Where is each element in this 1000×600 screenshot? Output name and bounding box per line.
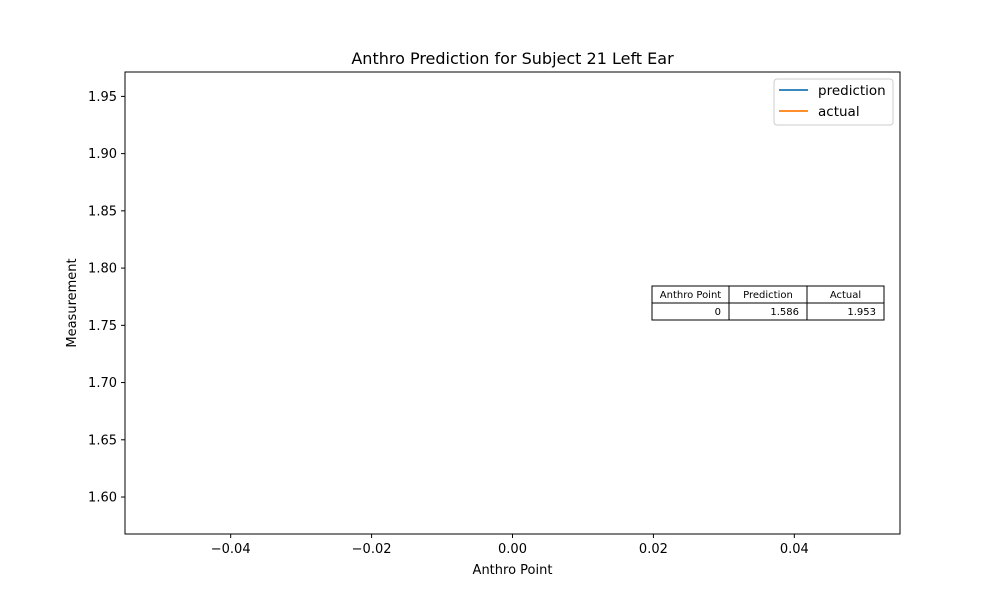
x-tick-label: 0.02 [639, 542, 668, 557]
chart-title: Anthro Prediction for Subject 21 Left Ea… [351, 49, 674, 68]
y-tick-label: 1.75 [88, 319, 117, 334]
table-header-cell: Prediction [743, 290, 793, 301]
x-axis-label: Anthro Point [473, 563, 553, 578]
x-tick-label: 0.00 [498, 542, 527, 557]
table-value-cell: 1.586 [770, 307, 799, 318]
y-tick-label: 1.85 [88, 204, 117, 219]
y-tick-label: 1.70 [88, 376, 117, 391]
table-value-cell: 0 [715, 307, 721, 318]
y-axis: 1.60 1.65 1.70 1.75 1.80 1.85 1.90 1.95 [88, 90, 125, 506]
table-cell [806, 302, 885, 321]
table-header-cell: Anthro Point [660, 290, 722, 301]
y-tick-label: 1.80 [88, 262, 117, 277]
legend-label-prediction: prediction [818, 83, 886, 99]
data-table: Anthro Point Prediction Actual 0 1.586 1.953 [651, 285, 885, 321]
table-value-cell: 1.953 [847, 307, 876, 318]
y-axis-label: Measurement [65, 258, 80, 347]
x-tick-label: −0.04 [211, 542, 251, 557]
table-header-cell: Actual [830, 290, 861, 301]
x-axis: −0.04 −0.02 0.00 0.02 0.04 [211, 534, 809, 557]
y-tick-label: 1.95 [88, 90, 117, 105]
y-tick-label: 1.90 [88, 147, 117, 162]
legend: prediction actual [773, 78, 894, 126]
y-tick-label: 1.60 [88, 491, 117, 506]
y-tick-label: 1.65 [88, 433, 117, 448]
x-tick-label: −0.02 [352, 542, 392, 557]
legend-label-actual: actual [818, 104, 860, 120]
x-tick-label: 0.04 [780, 542, 809, 557]
